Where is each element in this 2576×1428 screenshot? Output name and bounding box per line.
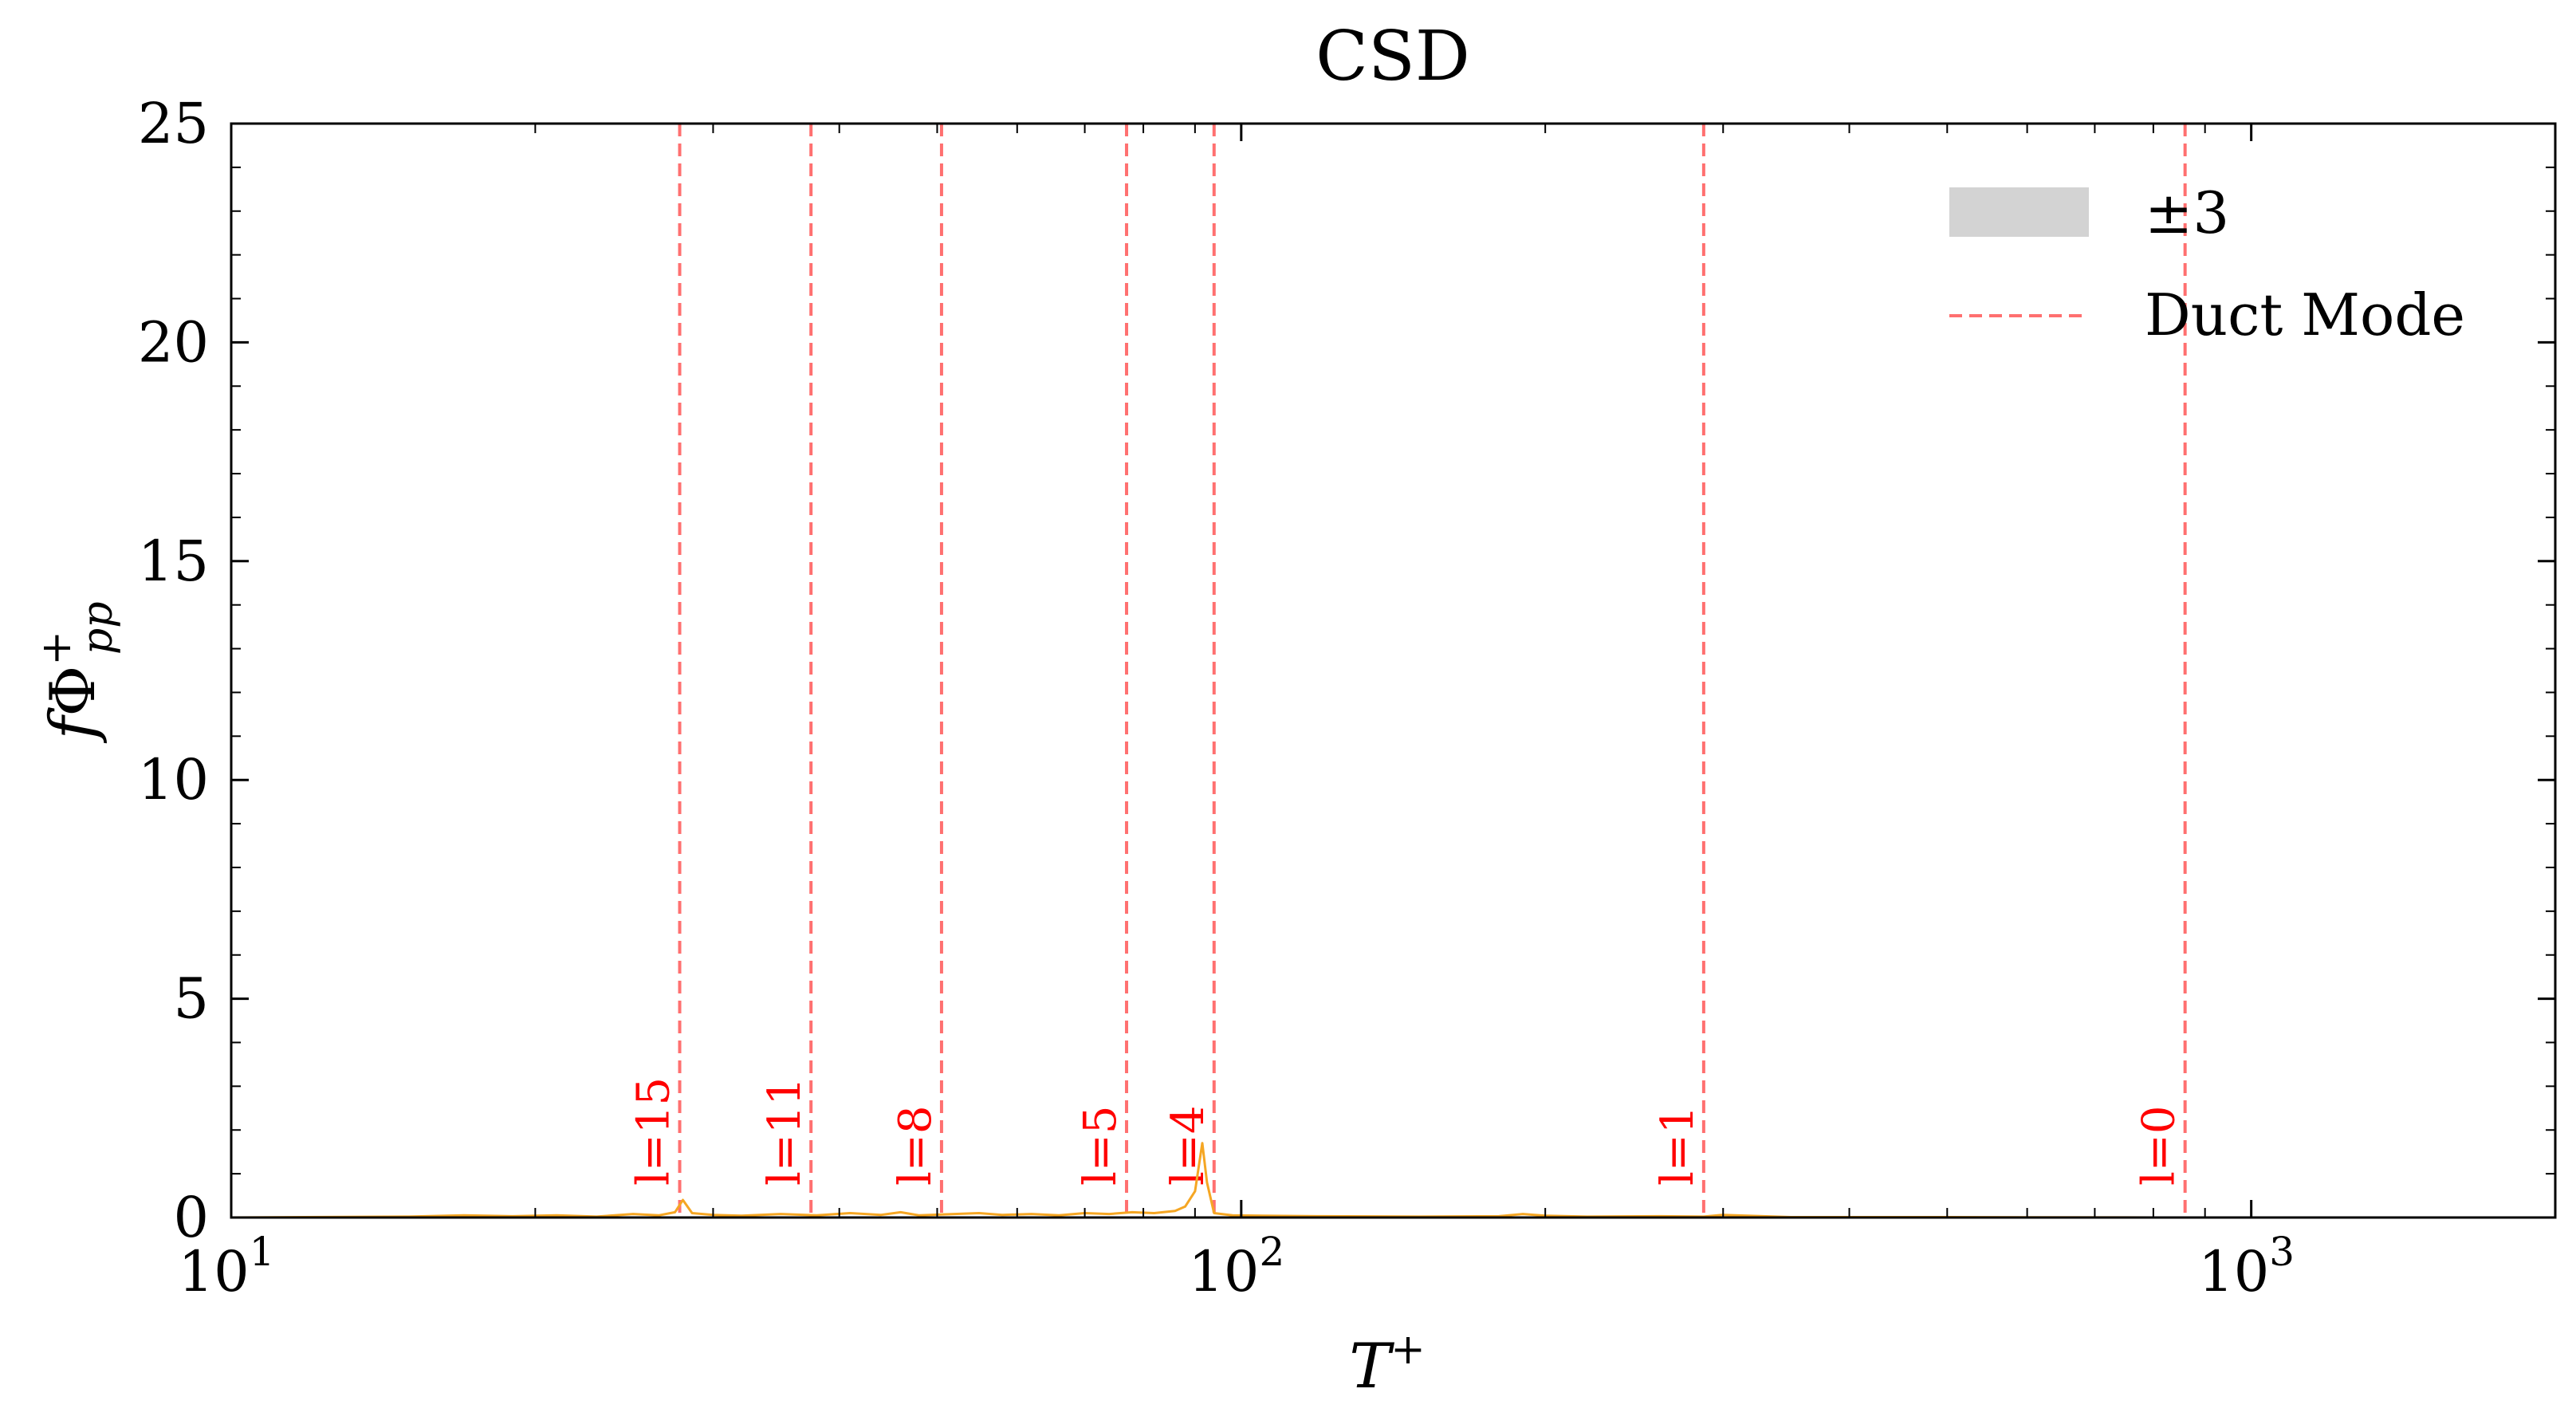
- series-layer: [230, 1142, 2555, 1219]
- legend-band-swatch: [1949, 187, 2089, 237]
- axis-ticks: [230, 122, 2556, 1219]
- legend-label-band: ±3: [2145, 179, 2229, 246]
- y-tick-label: 20: [138, 309, 209, 375]
- duct-mode-label: l=5: [1075, 1106, 1127, 1186]
- x-axis-label-sup: +: [1390, 1326, 1426, 1374]
- x-tick-exp: 2: [1259, 1229, 1284, 1275]
- x-tick-base: 10: [179, 1239, 250, 1304]
- x-axis-label: T+: [1349, 1326, 1426, 1402]
- y-tick-label: 5: [173, 966, 209, 1032]
- duct-mode-label: l=1: [1652, 1106, 1704, 1186]
- x-tick-base: 10: [1188, 1239, 1259, 1304]
- duct-mode-lines: [678, 124, 2187, 1218]
- duct-mode-label: l=15: [628, 1077, 680, 1186]
- plot-frame: [230, 122, 2557, 1219]
- y-tick-label: 0: [173, 1185, 209, 1250]
- legend: ±3 Duct Mode: [1949, 179, 2465, 348]
- y-axis-label: fΦ+pp: [33, 602, 122, 744]
- x-tick-label: 103: [2198, 1229, 2295, 1304]
- x-tick-label: 101: [179, 1229, 275, 1304]
- y-tick-label: 25: [138, 91, 209, 156]
- duct-mode-label: l=11: [759, 1077, 811, 1186]
- duct-mode-labels: l=15 l=11 l=8 l=5 l=4 l=1 l=0: [628, 1077, 2185, 1186]
- x-tick-base: 10: [2198, 1239, 2269, 1304]
- duct-mode-label: l=0: [2134, 1106, 2185, 1186]
- x-tick-exp: 1: [250, 1229, 275, 1275]
- x-tick-exp: 3: [2269, 1229, 2295, 1275]
- series-line: [230, 1142, 2555, 1219]
- x-tick-label: 102: [1188, 1229, 1284, 1304]
- y-tick-label: 15: [138, 529, 209, 594]
- y-tick-label: 10: [138, 747, 209, 812]
- legend-label-duct-mode: Duct Mode: [2145, 281, 2465, 348]
- duct-mode-label: l=8: [890, 1106, 942, 1186]
- chart-title: CSD: [1316, 17, 1470, 96]
